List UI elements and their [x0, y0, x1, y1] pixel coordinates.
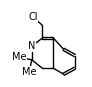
Text: N: N [28, 41, 35, 51]
Text: Me: Me [22, 67, 36, 77]
Text: Me: Me [12, 52, 27, 62]
Text: Cl: Cl [28, 12, 38, 22]
